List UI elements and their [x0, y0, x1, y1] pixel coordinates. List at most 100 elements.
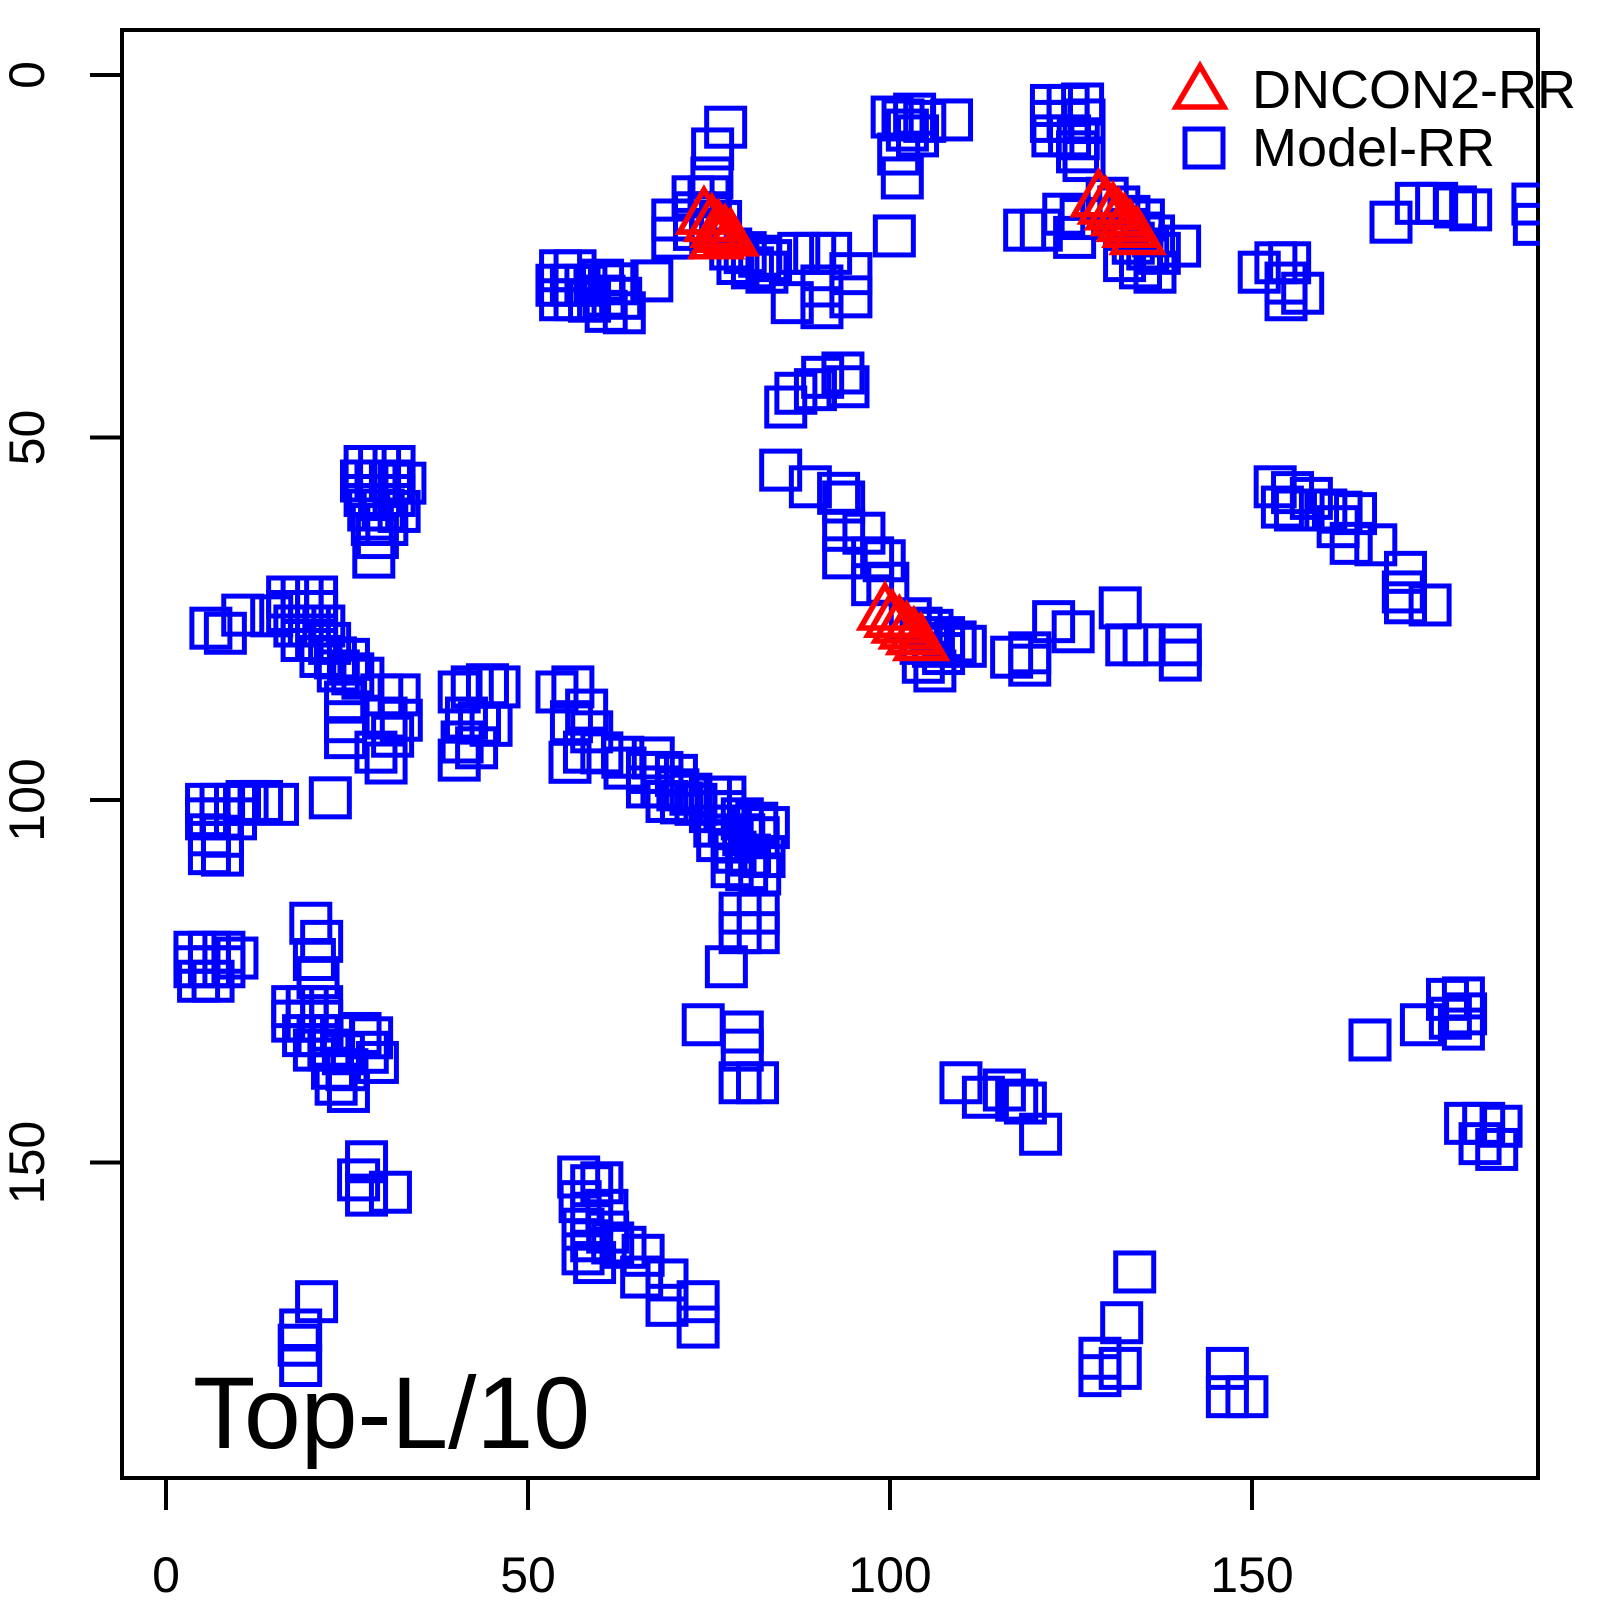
- data-point-square: [1458, 1122, 1502, 1166]
- data-point-square: [591, 1221, 635, 1265]
- data-point-square: [645, 1258, 689, 1302]
- plot-border-box: [120, 28, 1540, 1480]
- data-point-square: [1354, 523, 1398, 567]
- data-point-square: [930, 98, 974, 142]
- data-point-square: [725, 848, 769, 892]
- data-point-square: [279, 1308, 323, 1352]
- data-point-square: [620, 1255, 664, 1299]
- data-point-square: [800, 264, 844, 308]
- data-point-square: [354, 730, 398, 774]
- data-point-square: [1383, 581, 1427, 625]
- x-axis-tick-label: 100: [848, 1547, 931, 1600]
- data-point-square: [943, 624, 987, 668]
- data-point-square: [822, 536, 866, 580]
- data-point-triangle: [1076, 173, 1136, 225]
- data-point-triangle: [877, 598, 936, 650]
- data-point-square: [1281, 271, 1325, 315]
- data-point-square: [565, 688, 609, 732]
- data-point-square: [271, 999, 315, 1043]
- data-point-square: [444, 696, 488, 740]
- data-point-square: [1098, 1346, 1142, 1390]
- data-point-square: [1051, 610, 1095, 654]
- data-point-triangle: [701, 205, 760, 257]
- data-point-square: [704, 945, 748, 989]
- data-point-square: [595, 262, 639, 306]
- data-point-square: [1399, 1003, 1443, 1047]
- data-point-square: [1273, 488, 1317, 532]
- data-point-square: [995, 1078, 1039, 1122]
- legend-label-dncon2: DNCON2-RR: [1252, 60, 1576, 120]
- data-point-square: [1260, 485, 1304, 529]
- data-point-square: [365, 503, 409, 546]
- data-point-square: [372, 474, 416, 517]
- data-point-square: [885, 108, 929, 152]
- data-point-square: [645, 1283, 689, 1327]
- y-axis-tick-label: 0: [0, 61, 55, 89]
- x-axis-tick-label: 150: [1210, 1547, 1293, 1600]
- data-point-square: [1158, 623, 1202, 667]
- legend: DNCON2-RR Model-RR: [1171, 60, 1576, 178]
- data-point-square: [350, 1016, 394, 1060]
- legend-model-square-icon: [1182, 126, 1226, 170]
- data-point-square: [345, 1173, 389, 1217]
- data-point-square: [862, 539, 906, 583]
- data-point-square: [368, 1170, 412, 1214]
- data-point-triangle: [686, 208, 746, 260]
- data-point-square: [191, 959, 235, 1003]
- data-point-square: [602, 291, 646, 335]
- data-point-triangle: [689, 197, 748, 248]
- data-point-square: [1119, 246, 1163, 290]
- data-point-square: [437, 738, 481, 782]
- data-point-triangle: [1108, 204, 1167, 256]
- data-point-square: [271, 985, 315, 1029]
- data-point-square: [1100, 1301, 1144, 1345]
- data-point-square: [681, 1003, 725, 1047]
- data-point-square: [352, 535, 396, 579]
- data-point-square: [1329, 521, 1373, 565]
- data-point-square: [255, 782, 299, 826]
- data-point-square: [314, 1062, 358, 1106]
- data-point-square: [1289, 476, 1333, 520]
- data-point-triangle: [870, 593, 929, 644]
- data-point-square: [1158, 638, 1202, 682]
- data-point-square: [704, 105, 748, 149]
- data-point-square: [551, 665, 595, 709]
- data-point-square: [355, 1040, 399, 1084]
- legend-dncon2-triangle-icon: [1171, 60, 1229, 110]
- data-point-square: [829, 275, 873, 319]
- data-point-square: [1225, 1375, 1269, 1419]
- data-point-triangle: [891, 610, 951, 662]
- data-point-square: [379, 698, 423, 742]
- y-axis-tick-label: 150: [0, 1121, 55, 1204]
- data-point-square: [1441, 1007, 1485, 1051]
- data-point-square: [621, 1233, 665, 1277]
- data-point-square: [1113, 1250, 1157, 1294]
- data-point-square: [676, 1305, 720, 1349]
- data-point-square: [215, 936, 259, 980]
- data-point-triangle: [884, 604, 944, 656]
- data-point-square: [279, 1344, 323, 1387]
- data-point-square: [788, 465, 832, 509]
- data-point-square: [200, 833, 244, 877]
- data-point-square: [570, 1164, 614, 1208]
- data-point-square: [337, 1158, 381, 1202]
- data-point-square: [1348, 1018, 1392, 1062]
- data-point-square: [295, 590, 339, 633]
- data-point-square: [1008, 643, 1052, 687]
- data-point-square: [1433, 185, 1477, 229]
- data-point-square: [829, 252, 873, 296]
- data-point-square: [295, 1280, 339, 1324]
- data-point-square: [1048, 114, 1092, 158]
- data-point-triangle: [695, 202, 755, 254]
- data-point-square: [202, 945, 246, 989]
- data-point-square: [1449, 188, 1493, 232]
- data-point-square: [851, 536, 895, 580]
- corner-annotation-top-l10: Top-L/10: [193, 1356, 590, 1470]
- data-point-square: [1408, 583, 1452, 627]
- y-axis-tick-label: 50: [0, 410, 55, 466]
- data-point-square: [881, 98, 925, 142]
- data-point-square: [710, 845, 754, 889]
- data-point-square: [880, 156, 924, 200]
